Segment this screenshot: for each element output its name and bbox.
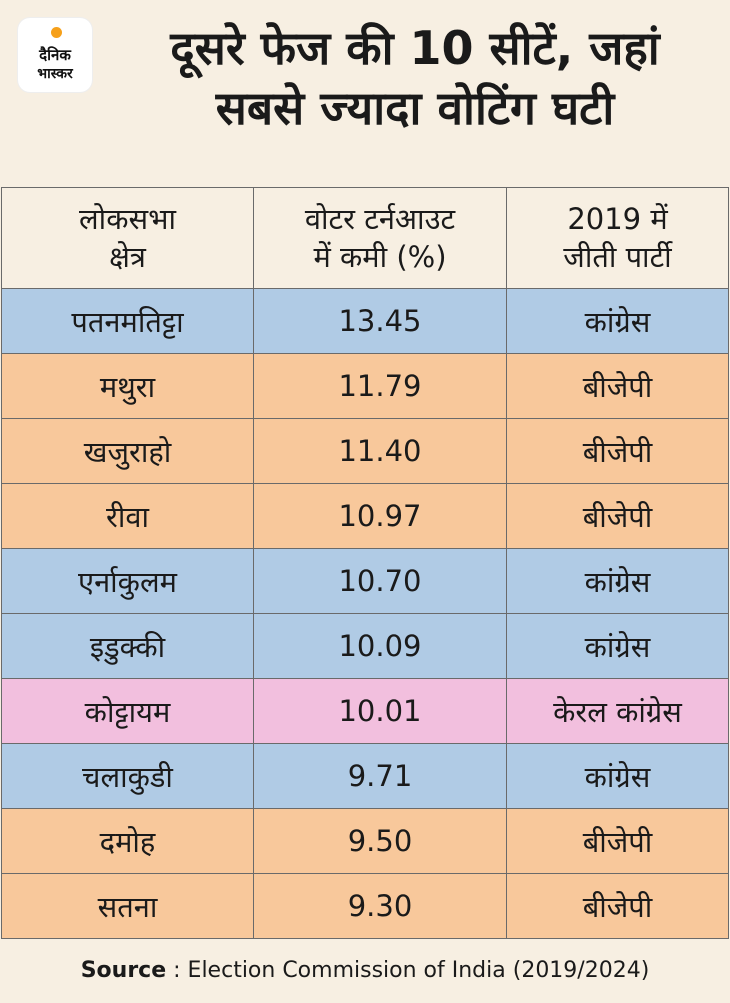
cell-constituency: दमोह [1,808,254,874]
table-row: खजुराहो 11.40 बीजेपी [1,418,729,484]
header-turnout-line1: वोटर टर्नआउट [304,202,456,236]
cell-party: बीजेपी [506,353,729,419]
cell-turnout-drop: 10.01 [253,678,507,744]
table-row: चलाकुडी 9.71 कांग्रेस [1,743,729,809]
title-line1: दूसरे फेज की 10 सीटें, जहां [170,21,660,75]
cell-constituency: सतना [1,873,254,939]
cell-turnout-drop: 9.50 [253,808,507,874]
cell-party: बीजेपी [506,483,729,549]
cell-constituency: चलाकुडी [1,743,254,809]
cell-constituency: रीवा [1,483,254,549]
header-party-2019: 2019 में जीती पार्टी [506,187,729,289]
cell-party: कांग्रेस [506,743,729,809]
table-row: इडुक्की 10.09 कांग्रेस [1,613,729,679]
table-row: सतना 9.30 बीजेपी [1,873,729,939]
cell-turnout-drop: 9.30 [253,873,507,939]
page-title: दूसरे फेज की 10 सीटें, जहां सबसे ज्यादा … [100,18,730,138]
cell-constituency: पतनमतिट्टा [1,288,254,354]
table-header-row: लोकसभा क्षेत्र वोटर टर्नआउट में कमी (%) … [1,187,729,289]
turnout-table: लोकसभा क्षेत्र वोटर टर्नआउट में कमी (%) … [1,187,729,939]
cell-party: केरल कांग्रेस [506,678,729,744]
table-row: कोट्टायम 10.01 केरल कांग्रेस [1,678,729,744]
header-constituency-line1: लोकसभा [79,202,176,236]
title-line2: सबसे ज्यादा वोटिंग घटी [215,81,615,135]
cell-turnout-drop: 10.09 [253,613,507,679]
cell-party: बीजेपी [506,873,729,939]
header-constituency: लोकसभा क्षेत्र [1,187,254,289]
cell-turnout-drop: 11.79 [253,353,507,419]
header-party-line1: 2019 में [567,202,668,236]
cell-party: बीजेपी [506,808,729,874]
table-row: दमोह 9.50 बीजेपी [1,808,729,874]
cell-turnout-drop: 11.40 [253,418,507,484]
cell-party: कांग्रेस [506,548,729,614]
table-row: एर्नाकुलम 10.70 कांग्रेस [1,548,729,614]
table-row: मथुरा 11.79 बीजेपी [1,353,729,419]
logo-text-line2: भास्कर [37,66,73,82]
cell-party: कांग्रेस [506,613,729,679]
source-text: Election Commission of India (2019/2024) [187,958,650,983]
cell-turnout-drop: 13.45 [253,288,507,354]
logo-text-line1: दैनिक [39,46,71,64]
cell-constituency: इडुक्की [1,613,254,679]
cell-constituency: खजुराहो [1,418,254,484]
cell-constituency: एर्नाकुलम [1,548,254,614]
header-turnout-line2: में कमी (%) [313,240,447,274]
cell-turnout-drop: 9.71 [253,743,507,809]
table-row: रीवा 10.97 बीजेपी [1,483,729,549]
cell-turnout-drop: 10.70 [253,548,507,614]
source-label: Source [80,958,167,983]
sun-icon [51,27,62,38]
cell-constituency: मथुरा [1,353,254,419]
cell-party: बीजेपी [506,418,729,484]
header-turnout-drop: वोटर टर्नआउट में कमी (%) [253,187,507,289]
cell-party: कांग्रेस [506,288,729,354]
table-row: पतनमतिट्टा 13.45 कांग्रेस [1,288,729,354]
dainik-bhaskar-logo: दैनिक भास्कर [18,18,92,92]
cell-turnout-drop: 10.97 [253,483,507,549]
cell-constituency: कोट्टायम [1,678,254,744]
source-note: Source : Election Commission of India (2… [0,958,730,983]
header-constituency-line2: क्षेत्र [109,240,146,274]
source-separator: : [166,958,188,983]
header-party-line2: जीती पार्टी [563,240,672,274]
